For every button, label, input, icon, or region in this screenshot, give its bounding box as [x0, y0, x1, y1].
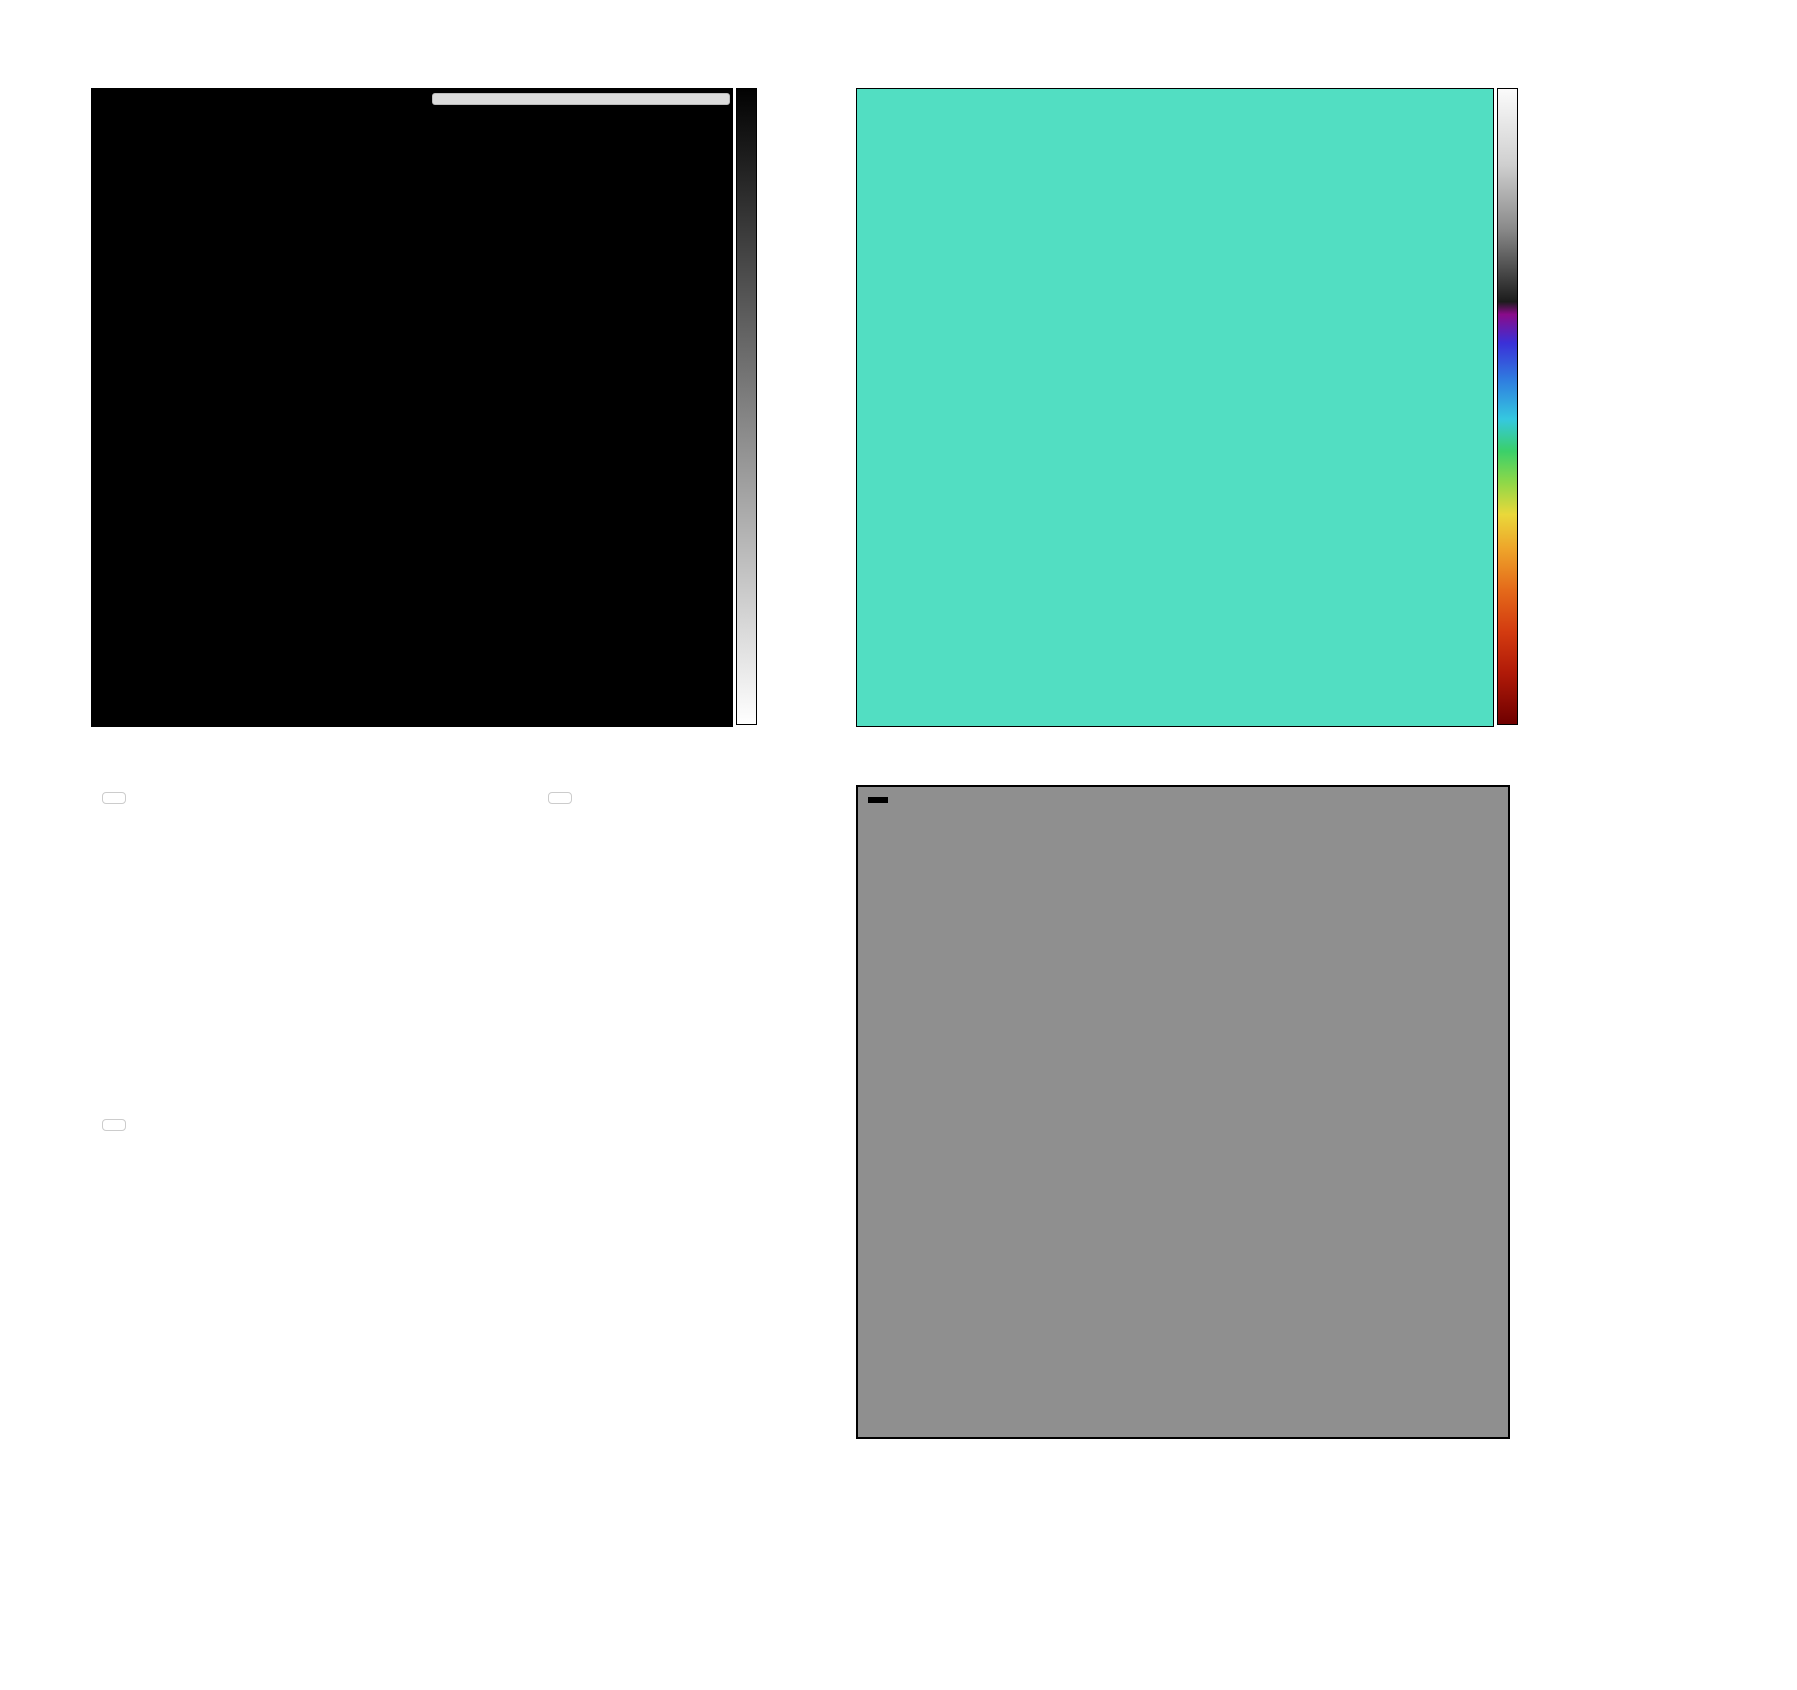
- wind-legend: [102, 792, 126, 804]
- band14-satellite-map: [91, 88, 733, 727]
- awv-enhanced-ir-map: [856, 88, 1494, 727]
- ace-legend: [102, 1119, 126, 1131]
- wind-pres-ace-charts: [0, 745, 840, 1455]
- band14-colorbar: [736, 88, 757, 725]
- wmg-panel: [856, 785, 1510, 1439]
- pressure-legend: [548, 792, 572, 804]
- awv-colorbar: [1497, 88, 1518, 725]
- wmg-count-label: [868, 797, 888, 803]
- band14-map-legend: [432, 93, 730, 105]
- wmg-microwave-image: [858, 787, 1508, 1437]
